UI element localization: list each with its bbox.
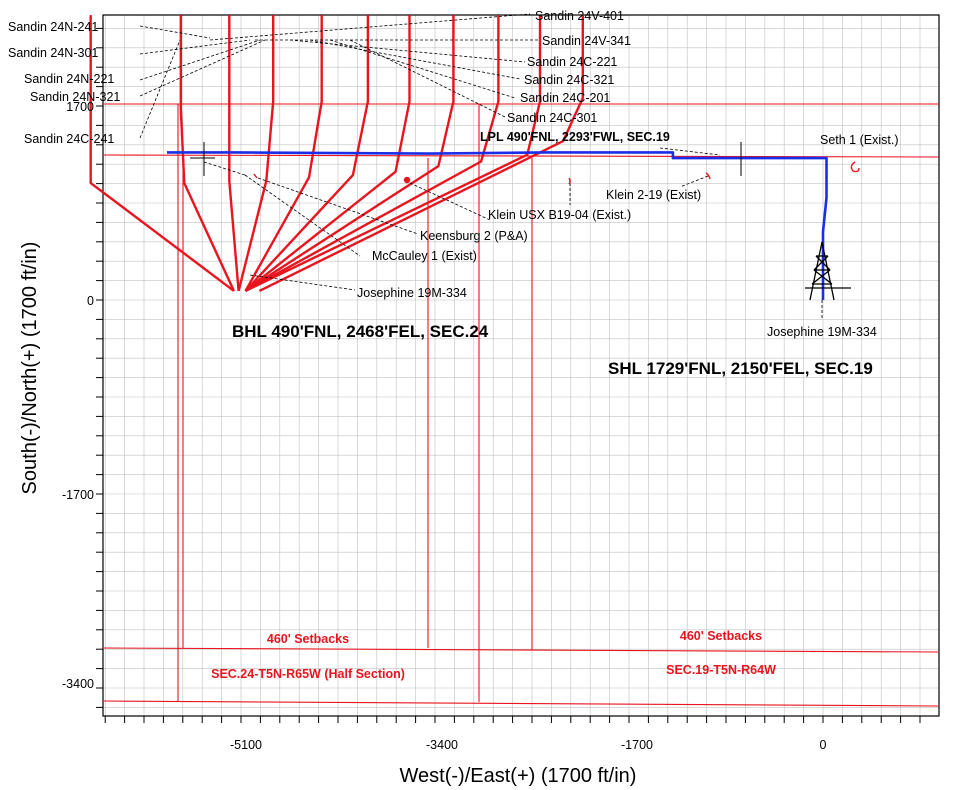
offset-well-path [89, 15, 235, 292]
offset-well-path [179, 15, 235, 292]
leader [203, 161, 246, 176]
leader [329, 39, 516, 99]
well-label: Sandin 24N-321 [30, 90, 120, 104]
section-label-right: SEC.19-T5N-R64W [666, 663, 776, 677]
offset-well-path [228, 15, 240, 292]
leader [209, 13, 531, 41]
existing-well-label: Klein 2-19 (Exist) [606, 188, 701, 202]
subject-well-path [167, 151, 828, 300]
subject-well-line [167, 151, 828, 300]
leader [139, 39, 261, 81]
setback-label-left: 460' Setbacks [267, 632, 349, 646]
x-tick-label: -3400 [426, 738, 458, 752]
x-tick-label: 0 [820, 738, 827, 752]
offset-well-path [244, 15, 323, 292]
existing-well-label: Klein USX B19-04 (Exist.) [488, 208, 631, 222]
existing-well-label: Keensburg 2 (P&A) [420, 229, 528, 243]
existing-well-label: Seth 1 (Exist.) [820, 133, 899, 147]
leader [309, 39, 521, 80]
leader [289, 39, 526, 63]
x-tick-label: -5100 [230, 738, 262, 752]
y-tick-label: 0 [87, 294, 94, 308]
well-label: Sandin 24C-201 [520, 91, 610, 105]
leader [409, 182, 491, 221]
leader [659, 147, 721, 156]
well-label: Sandin 24C-221 [527, 55, 617, 69]
klein-2-19-marker [705, 172, 711, 180]
leader [679, 175, 709, 188]
mccauley-1-marker [253, 173, 258, 179]
leader [139, 25, 211, 39]
rig-label: Josephine 19M-334 [767, 325, 877, 339]
bhl-label: BHL 490'FNL, 2468'FEL, SEC.24 [232, 322, 489, 341]
y-tick-label: -3400 [62, 677, 94, 691]
setback-label-right: 460' Setbacks [680, 629, 762, 643]
well-label: Sandin 24V-401 [535, 9, 624, 23]
existing-well-markers [253, 161, 860, 185]
drilling-rig-icon [805, 241, 851, 301]
shl-label: SHL 1729'FNL, 2150'FEL, SEC.19 [608, 359, 873, 378]
well-label: Sandin 24C-241 [24, 132, 114, 146]
leader [139, 39, 251, 55]
x-tick-label: -1700 [621, 738, 653, 752]
existing-well-label: McCauley 1 (Exist) [372, 249, 477, 263]
leader [257, 177, 419, 235]
y-tick-label: -1700 [62, 488, 94, 502]
well-label: Sandin 24C-301 [507, 111, 597, 125]
y-tick-label: 1700 [66, 100, 94, 114]
y-axis-title: South(-)/North(+) (1700 ft/in) [19, 242, 41, 495]
klein-usx-marker [568, 177, 571, 185]
well-label: Sandin 24N-301 [8, 46, 98, 60]
well-label: Sandin 24V-341 [542, 34, 631, 48]
leader-lines [139, 13, 823, 318]
lease-lines [102, 103, 940, 707]
keensburg-2-marker [403, 176, 411, 184]
south-section-line [102, 700, 940, 707]
section-label-left: SEC.24-T5N-R65W (Half Section) [211, 667, 405, 681]
leader [244, 174, 361, 257]
existing-well-label: Josephine 19M-334 [357, 286, 467, 300]
lpl-marks [190, 142, 742, 176]
seth-1-marker [850, 161, 860, 173]
offset-well-path [237, 15, 275, 292]
offset-well-path [244, 15, 370, 292]
north-setback-line [102, 154, 940, 158]
lpl-label: LPL 490'FNL, 2293'FWL, SEC.19 [480, 130, 670, 144]
south-setback-line [102, 647, 940, 653]
well-label: Sandin 24C-321 [524, 73, 614, 87]
well-label: Sandin 24N-221 [24, 72, 114, 86]
well-label: Sandin 24N-241 [8, 20, 98, 34]
x-axis-title: West(-)/East(+) (1700 ft/in) [400, 765, 637, 787]
offset-well-path [244, 15, 455, 292]
leader [139, 39, 181, 139]
leader [249, 274, 356, 291]
offset-well-path [258, 15, 584, 292]
leader [349, 39, 506, 118]
offset-well-path [244, 15, 500, 292]
axis-ticks [96, 27, 921, 723]
